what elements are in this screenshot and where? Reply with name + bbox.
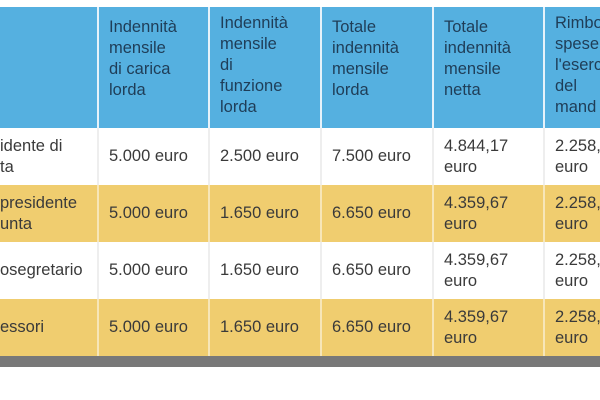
header-text: spese	[555, 35, 600, 53]
carica-cell: 5.000 euro	[97, 242, 208, 299]
table-row: osegretario 5.000 euro 1.650 euro 6.650 eur…	[0, 242, 600, 299]
rimborso-cell: 2.258, euro	[543, 128, 600, 185]
netta-cell: 4.359,67 euro	[432, 299, 543, 356]
header-text: funzione	[220, 77, 283, 95]
header-text: lorda	[220, 98, 257, 116]
header-text: l'eserc	[555, 56, 600, 74]
header-text: indennità	[444, 39, 511, 57]
funzione-cell: 1.650 euro	[208, 242, 320, 299]
header-text: lorda	[332, 81, 369, 99]
role-cell: essori	[0, 299, 97, 356]
cell-text: 4.359,67	[444, 193, 509, 212]
header-cell-role	[0, 7, 97, 128]
header-text: mand	[555, 98, 597, 116]
header-text: mensile	[444, 60, 501, 78]
cell-text: 6.650 euro	[332, 204, 411, 222]
netta-cell: 4.359,67 euro	[432, 242, 543, 299]
cell-text: euro	[555, 157, 589, 176]
cell-text: essori	[0, 318, 45, 336]
cell-text: presidente	[0, 193, 78, 212]
header-text: Indennità	[109, 18, 177, 36]
table-footer-bar	[0, 356, 600, 367]
cell-text: 2.258,	[555, 136, 600, 155]
header-text: di carica	[109, 60, 171, 78]
cell-text: euro	[444, 157, 478, 176]
cell-text: euro	[444, 214, 478, 233]
header-text: Totale	[332, 18, 377, 36]
totale-lorda-cell: 7.500 euro	[320, 128, 432, 185]
header-cell-totale-lorda: Totale indennità mensile lorda	[320, 7, 432, 128]
cell-text: euro	[444, 328, 478, 347]
cell-text: 5.000 euro	[109, 147, 188, 165]
header-text: mensile	[109, 39, 166, 57]
header-text: Rimbo	[555, 14, 600, 32]
header-text: Totale	[444, 18, 489, 36]
carica-cell: 5.000 euro	[97, 299, 208, 356]
cell-text: 6.650 euro	[332, 318, 411, 336]
netta-cell: 4.359,67 euro	[432, 185, 543, 242]
cell-text: euro	[555, 328, 589, 347]
cell-text: 2.258,	[555, 307, 600, 326]
funzione-cell: 1.650 euro	[208, 185, 320, 242]
role-cell: presidente unta	[0, 185, 97, 242]
cell-text: 5.000 euro	[109, 204, 188, 222]
netta-cell: 4.844,17 euro	[432, 128, 543, 185]
header-cell-carica: Indennità mensile di carica lorda	[97, 7, 208, 128]
funzione-cell: 2.500 euro	[208, 128, 320, 185]
cell-text: 2.500 euro	[220, 147, 299, 165]
role-cell: idente di ta	[0, 128, 97, 185]
header-text: Indennità	[220, 14, 288, 32]
carica-cell: 5.000 euro	[97, 185, 208, 242]
header-text: del	[555, 77, 578, 95]
header-cell-rimborso: Rimbo spese l'eserc del mand	[543, 7, 600, 128]
totale-lorda-cell: 6.650 euro	[320, 242, 432, 299]
header-text: indennità	[332, 39, 399, 57]
header-text: netta	[444, 81, 481, 99]
role-cell: osegretario	[0, 242, 97, 299]
header-text: mensile	[332, 60, 389, 78]
rimborso-cell: 2.258, euro	[543, 242, 600, 299]
header-text: mensile	[220, 35, 277, 53]
header-cell-totale-netta: Totale indennità mensile netta	[432, 7, 543, 128]
funzione-cell: 1.650 euro	[208, 299, 320, 356]
table-row: essori 5.000 euro 1.650 euro 6.650 euro 4.35…	[0, 299, 600, 356]
cell-text: 7.500 euro	[332, 147, 411, 165]
header-cell-funzione: Indennità mensile di funzione lorda	[208, 7, 320, 128]
cell-text: ta	[0, 157, 14, 176]
cell-text: euro	[555, 214, 589, 233]
header-text: lorda	[109, 81, 146, 99]
cell-text: euro	[444, 271, 478, 290]
totale-lorda-cell: 6.650 euro	[320, 185, 432, 242]
table-row: idente di ta 5.000 euro 2.500 euro 7.500 eur…	[0, 128, 600, 185]
cell-text: 4.359,67	[444, 250, 509, 269]
table-row: presidente unta 5.000 euro 1.650 euro 6.650 …	[0, 185, 600, 242]
cell-text: 2.258,	[555, 250, 600, 269]
cell-text: 1.650 euro	[220, 261, 299, 279]
header-text: di	[220, 56, 233, 74]
rimborso-cell: 2.258, euro	[543, 185, 600, 242]
cell-text: 1.650 euro	[220, 318, 299, 336]
cell-text: 1.650 euro	[220, 204, 299, 222]
carica-cell: 5.000 euro	[97, 128, 208, 185]
cell-text: 2.258,	[555, 193, 600, 212]
cell-text: 6.650 euro	[332, 261, 411, 279]
cell-text: 5.000 euro	[109, 318, 188, 336]
totale-lorda-cell: 6.650 euro	[320, 299, 432, 356]
cell-text: idente di	[0, 136, 63, 155]
cell-text: 4.359,67	[444, 307, 509, 326]
cell-text: 5.000 euro	[109, 261, 188, 279]
rimborso-cell: 2.258, euro	[543, 299, 600, 356]
cell-text: osegretario	[0, 261, 83, 279]
table-header-row: Indennità mensile di carica lorda Indenn…	[0, 7, 600, 128]
cell-text: euro	[555, 271, 589, 290]
cell-text: unta	[0, 214, 33, 233]
cell-text: 4.844,17	[444, 136, 509, 155]
